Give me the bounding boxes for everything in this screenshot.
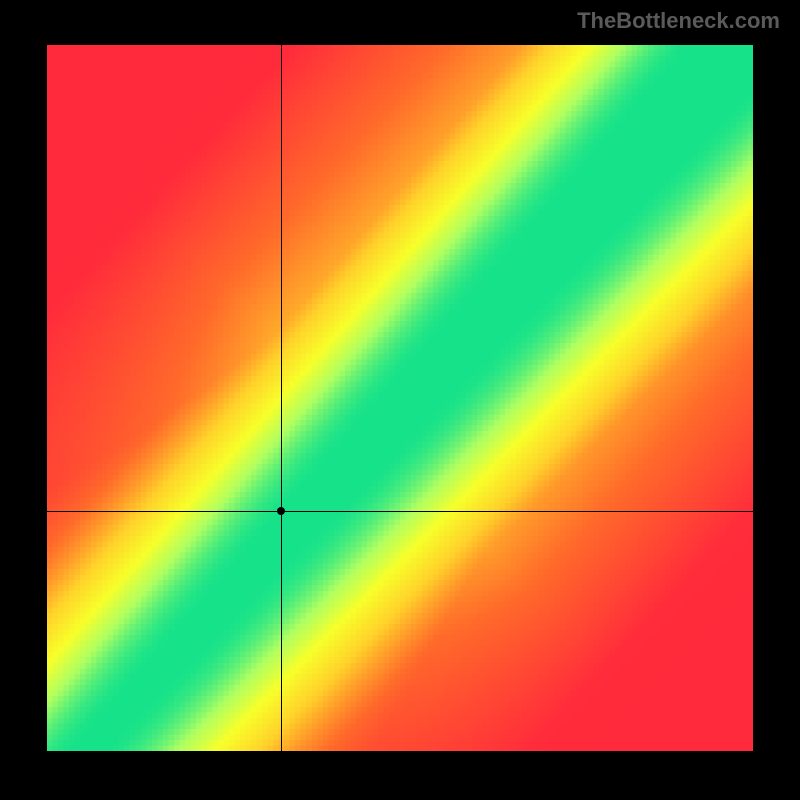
crosshair-horizontal: [47, 511, 753, 512]
bottleneck-heatmap: [47, 45, 753, 751]
heatmap-canvas: [47, 45, 753, 751]
watermark-text: TheBottleneck.com: [577, 8, 780, 34]
crosshair-vertical: [281, 45, 282, 751]
crosshair-marker: [277, 507, 285, 515]
